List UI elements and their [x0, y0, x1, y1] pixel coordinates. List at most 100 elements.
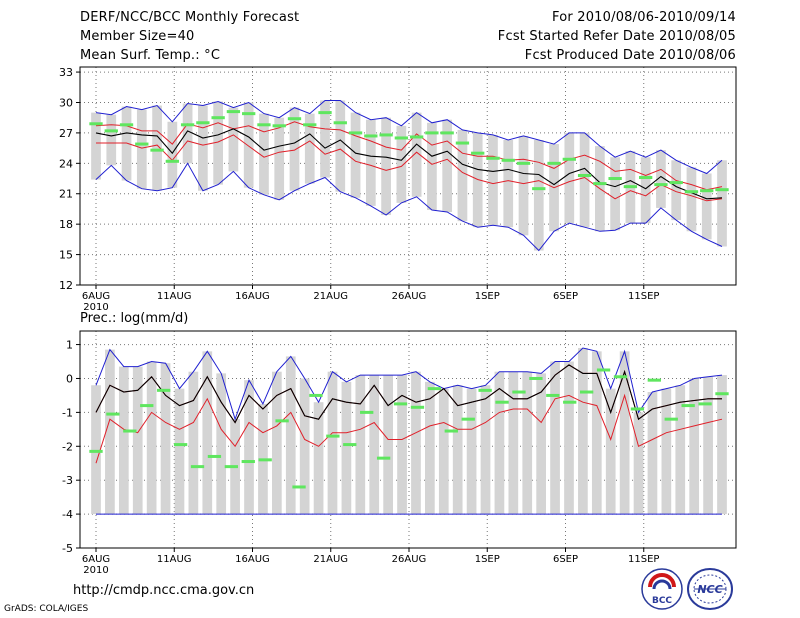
ensemble-range-bar	[686, 167, 697, 232]
ensemble-range-bar	[202, 351, 213, 515]
ensemble-range-bar	[244, 380, 254, 515]
ensemble-range-bar	[633, 412, 644, 515]
source-url[interactable]: http://cmdp.ncc.cma.gov.cn	[73, 583, 255, 598]
ensemble-range-bar	[106, 114, 117, 166]
ensemble-range-bar	[271, 371, 282, 515]
bcc-logo-text: BCC	[652, 596, 672, 606]
x-tick-label: 11SEP	[628, 554, 659, 565]
x-tick-label: 11AUG	[157, 554, 192, 565]
ensemble-mean-marker	[333, 121, 347, 125]
ensemble-mean-marker	[106, 412, 120, 416]
ensemble-mean-marker	[461, 417, 475, 421]
y-tick-label: -3	[62, 474, 73, 487]
ensemble-range-bar	[442, 119, 453, 212]
ensemble-range-bar	[661, 388, 672, 515]
x-tick-label: 21AUG	[313, 554, 348, 565]
x-tick-label: 11AUG	[157, 291, 192, 302]
ensemble-mean-marker	[593, 182, 607, 186]
x-tick-label: 6AUG	[82, 291, 110, 302]
x-tick-label: 21AUG	[313, 291, 348, 302]
ensemble-range-bar	[132, 366, 143, 515]
y-tick-label: 18	[59, 218, 73, 231]
ensemble-range-bar	[313, 402, 324, 515]
ensemble-range-bar	[160, 363, 171, 515]
x-tick-label: 26AUG	[392, 291, 427, 302]
ensemble-mean-marker	[409, 135, 424, 139]
y-tick-label: -5	[62, 542, 73, 555]
ensemble-range-bar	[152, 105, 162, 191]
temperature-panel: 12 15 18 21 24 27 30 33 6AUG 11AUG 16AUG 21AUG 26AUG…	[59, 66, 737, 313]
ensemble-range-bar	[411, 371, 421, 515]
ensemble-mean-marker	[532, 187, 546, 191]
ensemble-range-bar	[136, 109, 147, 189]
ensemble-range-bar	[304, 113, 315, 184]
ensemble-mean-marker	[684, 190, 699, 194]
ensemble-mean-marker	[180, 123, 195, 127]
ensemble-mean-marker	[309, 393, 323, 397]
ensemble-range-bar	[327, 371, 338, 515]
ensemble-range-bar	[578, 347, 588, 515]
y-tick-label: 27	[59, 127, 73, 140]
y-tick-label: 30	[59, 96, 73, 109]
x-tick-label: 1SEP	[475, 554, 500, 565]
ensemble-range-bar	[383, 375, 393, 515]
ensemble-range-bar	[480, 385, 491, 515]
ensemble-range-bar	[503, 140, 514, 228]
series-median-line	[95, 128, 723, 200]
ensemble-range-bar	[335, 100, 346, 192]
ensemble-mean-marker	[318, 111, 332, 115]
y-tick-label: -1	[62, 406, 73, 419]
ensemble-mean-marker	[516, 161, 531, 165]
ensemble-range-bar	[564, 132, 575, 224]
ensemble-mean-marker	[224, 465, 239, 469]
ensemble-range-bar	[717, 160, 727, 247]
ensemble-mean-marker	[440, 131, 454, 135]
ensemble-mean-marker	[360, 410, 374, 414]
ensemble-range-bar	[522, 371, 533, 515]
series-q75-line	[95, 121, 723, 191]
y-tick-label: 1	[66, 339, 73, 352]
ensemble-range-bar	[216, 373, 227, 515]
ensemble-mean-marker	[577, 173, 592, 177]
ensemble-range-bar	[536, 373, 547, 515]
ensemble-range-bar	[605, 388, 616, 515]
ensemble-mean-marker	[547, 161, 561, 165]
ensemble-range-bar	[320, 100, 330, 178]
y-tick-label: 12	[59, 279, 73, 292]
ensemble-mean-marker	[364, 134, 378, 138]
ensemble-range-bar	[198, 105, 208, 191]
ensemble-range-bar	[285, 356, 296, 515]
ensemble-mean-marker	[123, 429, 137, 433]
ensemble-range-bar	[640, 157, 651, 224]
ensemble-mean-marker	[495, 400, 509, 404]
ensemble-mean-marker	[257, 123, 271, 127]
ensemble-mean-marker	[715, 392, 729, 396]
ensemble-range-bar	[243, 102, 254, 188]
ensemble-mean-marker	[512, 390, 526, 394]
x-year-label: 2010	[83, 302, 108, 313]
ensemble-mean-marker	[647, 378, 661, 382]
series-max-line	[95, 347, 723, 421]
ensemble-range-bar	[381, 117, 391, 216]
ensemble-range-bar	[671, 160, 682, 221]
ensemble-range-bar	[466, 388, 477, 515]
ensemble-range-bar	[610, 157, 620, 231]
ensemble-mean-marker	[613, 375, 628, 379]
fcst-started-date: Fcst Started Refer Date 2010/08/05	[497, 29, 736, 44]
ensemble-range-bar	[647, 392, 658, 515]
ensemble-mean-marker	[427, 387, 442, 391]
x-tick-label: 6SEP	[553, 291, 578, 302]
ensemble-mean-marker	[292, 485, 306, 489]
ensemble-range-bar	[341, 381, 352, 515]
x-tick-label: 26AUG	[392, 554, 427, 565]
chart-title: DERF/NCC/BCC Monthly Forecast	[80, 10, 300, 25]
ensemble-mean-marker	[211, 116, 225, 120]
ensemble-range-bar	[213, 101, 223, 185]
ensemble-mean-marker	[579, 390, 594, 394]
ensemble-mean-marker	[275, 419, 289, 423]
ensemble-mean-marker	[258, 458, 272, 462]
member-size-label: Member Size=40	[80, 29, 195, 44]
ensemble-range-bar	[299, 378, 310, 515]
ensemble-range-bar	[121, 106, 132, 181]
